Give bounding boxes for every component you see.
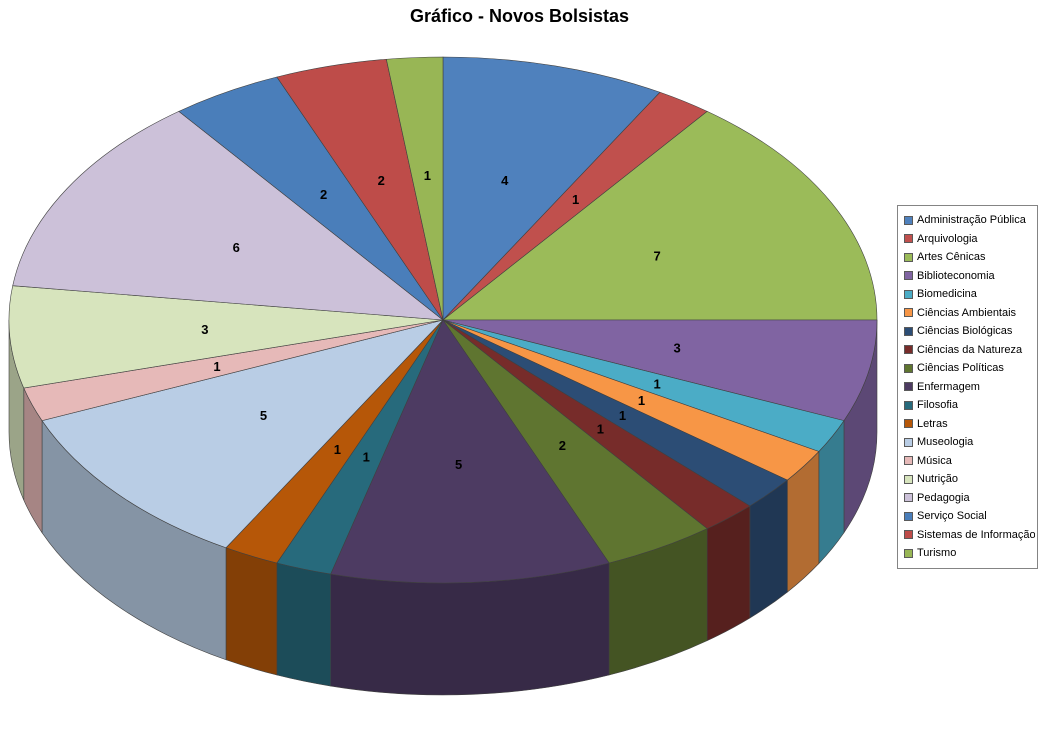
pie-slice-pedagogia: [12, 110, 444, 321]
data-label-ciencias-ambientais: 1: [638, 393, 645, 408]
legend-label: Ciências Políticas: [917, 362, 1004, 375]
data-label-ciencias-biologicas: 1: [619, 408, 626, 423]
legend-item-letras: Letras: [902, 415, 1035, 434]
legend-label: Ciências Biológicas: [917, 325, 1013, 338]
legend-label: Ciências Ambientais: [917, 306, 1017, 319]
legend-swatch-icon: [904, 419, 913, 429]
legend-label: Sistemas de Informação: [917, 528, 1035, 541]
pie-slice-enfermagem: [330, 319, 610, 584]
legend-item-sistemas-de-informacao: Sistemas de Informação: [902, 526, 1035, 545]
data-label-ciencias-politicas: 2: [559, 438, 566, 453]
legend-item-museologia: Museologia: [902, 433, 1035, 452]
legend-label: Arquivologia: [917, 232, 978, 245]
legend-label: Música: [917, 454, 952, 467]
legend-label: Pedagogia: [917, 491, 970, 504]
legend-item-arquivologia: Arquivologia: [902, 230, 1035, 249]
pie-slice-administracao-publica: [442, 56, 661, 321]
legend-swatch-icon: [904, 511, 913, 521]
legend-swatch-icon: [904, 215, 913, 225]
legend-label: Museologia: [917, 436, 974, 449]
pie-slice-museologia: [41, 319, 444, 549]
legend-label: Letras: [917, 417, 948, 430]
legend-label: Artes Cênicas: [917, 251, 986, 264]
data-label-turismo: 1: [424, 168, 431, 183]
legend-swatch-icon: [904, 493, 913, 503]
data-label-administracao-publica: 4: [501, 173, 509, 188]
data-label-letras: 1: [334, 442, 341, 457]
legend-item-ciencias-biologicas: Ciências Biológicas: [902, 322, 1035, 341]
legend-label: Biomedicina: [917, 288, 977, 301]
legend-item-biomedicina: Biomedicina: [902, 285, 1035, 304]
data-label-arquivologia: 1: [572, 192, 579, 207]
legend-item-nutricao: Nutrição: [902, 470, 1035, 489]
pie-slice-artes-cenicas: [442, 110, 878, 321]
pie-slice-biblioteconomia: [442, 319, 878, 421]
legend-swatch-icon: [904, 289, 913, 299]
legend-label: Nutrição: [917, 473, 958, 486]
legend-swatch-icon: [904, 474, 913, 484]
data-label-sistemas-de-informacao: 2: [378, 173, 385, 188]
data-label-pedagogia: 6: [233, 240, 240, 255]
legend-item-administracao-publica: Administração Pública: [902, 211, 1035, 230]
legend-swatch-icon: [904, 271, 913, 281]
pie-slice-turismo: [385, 56, 444, 321]
pie-slice-nutricao: [8, 285, 444, 389]
legend-swatch-icon: [904, 252, 913, 262]
legend-label: Serviço Social: [917, 510, 987, 523]
legend-item-filosofia: Filosofia: [902, 396, 1035, 415]
data-label-servico-social: 2: [320, 187, 327, 202]
legend-swatch-icon: [904, 326, 913, 336]
legend-label: Administração Pública: [917, 214, 1026, 227]
legend-label: Ciências da Natureza: [917, 343, 1023, 356]
legend-swatch-icon: [904, 400, 913, 410]
legend-swatch-icon: [904, 308, 913, 318]
legend-swatch-icon: [904, 234, 913, 244]
data-label-biblioteconomia: 3: [673, 341, 680, 356]
legend-label: Biblioteconomia: [917, 269, 995, 282]
legend-item-turismo: Turismo: [902, 544, 1035, 563]
legend-label: Enfermagem: [917, 380, 980, 393]
pie-slice-side-ciencias-da-natureza: [706, 505, 751, 642]
data-label-ciencias-da-natureza: 1: [597, 421, 604, 436]
data-label-biomedicina: 1: [653, 376, 660, 391]
data-label-musica: 1: [213, 359, 220, 374]
legend-swatch-icon: [904, 382, 913, 392]
legend-swatch-icon: [904, 530, 913, 540]
legend-item-enfermagem: Enfermagem: [902, 378, 1035, 397]
data-label-museologia: 5: [260, 408, 267, 423]
pie-slice-side-filosofia: [276, 562, 331, 687]
chart-title: Gráfico - Novos Bolsistas: [409, 6, 630, 26]
legend-swatch-icon: [904, 548, 913, 558]
legend-item-servico-social: Serviço Social: [902, 507, 1035, 526]
data-label-artes-cenicas: 7: [653, 249, 660, 264]
legend: Administração Pública Arquivologia Artes C…: [897, 205, 1038, 569]
legend-item-ciencias-da-natureza: Ciências da Natureza: [902, 341, 1035, 360]
legend-swatch-icon: [904, 456, 913, 466]
legend-item-musica: Música: [902, 452, 1035, 471]
data-label-enfermagem: 5: [455, 457, 462, 472]
legend-label: Turismo: [917, 547, 957, 560]
legend-item-ciencias-politicas: Ciências Políticas: [902, 359, 1035, 378]
pie-slice-side-letras: [225, 547, 278, 676]
legend-swatch-icon: [904, 437, 913, 447]
legend-label: Filosofia: [917, 399, 958, 412]
data-label-nutricao: 3: [201, 322, 208, 337]
legend-item-biblioteconomia: Biblioteconomia: [902, 267, 1035, 286]
legend-item-ciencias-ambientais: Ciências Ambientais: [902, 304, 1035, 323]
legend-item-artes-cenicas: Artes Cênicas: [902, 248, 1035, 267]
legend-swatch-icon: [904, 363, 913, 373]
data-label-filosofia: 1: [363, 449, 370, 464]
legend-swatch-icon: [904, 345, 913, 355]
legend-item-pedagogia: Pedagogia: [902, 489, 1035, 508]
